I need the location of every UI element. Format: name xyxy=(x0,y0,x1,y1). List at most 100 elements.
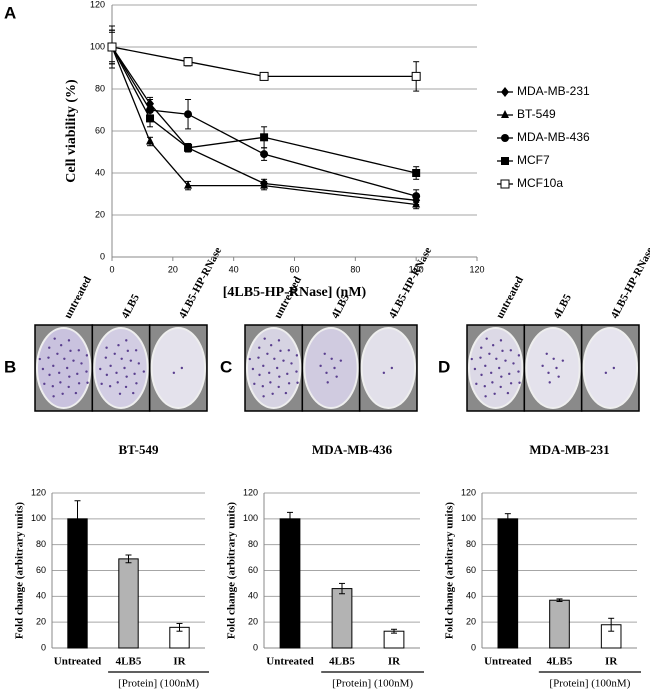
y-tick-label: 80 xyxy=(95,83,105,93)
x-tick-label: 60 xyxy=(289,264,299,274)
colony xyxy=(545,352,548,356)
y-tick-label: 40 xyxy=(248,591,258,601)
colony xyxy=(290,362,293,365)
colony xyxy=(484,395,487,398)
colony xyxy=(323,352,326,356)
x-tick-label: IR xyxy=(173,656,186,668)
plate-label: 4LB5-HP-RNase xyxy=(609,245,650,320)
colony xyxy=(109,364,112,368)
colony xyxy=(504,359,507,362)
annotation: [Protein] (100nM) xyxy=(332,678,413,690)
y-tick-label: 120 xyxy=(243,487,258,497)
colony xyxy=(105,346,108,349)
colony xyxy=(48,346,51,349)
marker xyxy=(260,133,269,142)
annotation: [Protein] (100nM) xyxy=(118,678,199,690)
colony xyxy=(137,362,141,365)
plate xyxy=(245,327,302,409)
colony xyxy=(552,357,555,360)
y-tick-label: 0 xyxy=(253,642,258,652)
series-line xyxy=(111,46,417,78)
colony xyxy=(38,357,41,361)
marker xyxy=(259,71,269,81)
colony xyxy=(120,357,123,360)
x-tick-label: 20 xyxy=(168,264,178,274)
colony xyxy=(135,382,138,385)
colony xyxy=(261,385,264,388)
chart-title: MDA-MB-436 xyxy=(312,442,393,457)
colony xyxy=(85,370,88,373)
y-tick-label: 100 xyxy=(31,513,46,523)
colony xyxy=(495,357,498,360)
legend-marker xyxy=(500,179,510,189)
y-tick-label: 20 xyxy=(36,617,46,627)
plate xyxy=(582,327,638,409)
colony xyxy=(72,359,75,362)
colony xyxy=(41,367,45,371)
x-tick-label: 120 xyxy=(469,264,484,274)
colony xyxy=(47,356,50,359)
colony xyxy=(279,349,282,353)
colony xyxy=(258,373,261,377)
plate xyxy=(150,327,206,409)
bar xyxy=(67,518,88,649)
colony xyxy=(104,356,108,359)
x-tick-label: Untreated xyxy=(266,656,313,668)
bar xyxy=(331,588,353,649)
y-tick-label: 40 xyxy=(95,167,105,177)
colony xyxy=(480,373,483,377)
colony xyxy=(142,370,146,373)
colony xyxy=(262,395,265,398)
colony xyxy=(86,381,89,384)
colony xyxy=(541,364,544,368)
x-tick-label: 80 xyxy=(350,264,360,274)
legend-label: MDA-MB-436 xyxy=(517,130,590,144)
marker xyxy=(146,114,155,123)
colony xyxy=(125,375,128,378)
y-tick-label: 60 xyxy=(36,565,46,575)
plate xyxy=(303,327,359,409)
colony xyxy=(67,385,70,389)
colony xyxy=(273,357,276,360)
colony xyxy=(99,367,102,371)
colony xyxy=(257,356,260,359)
colony xyxy=(126,349,130,353)
colony xyxy=(118,392,122,395)
chart-title: MDA-MB-231 xyxy=(529,442,609,457)
colony xyxy=(287,382,291,385)
colony xyxy=(68,375,71,378)
x-tick-label: 0 xyxy=(109,264,114,274)
colony xyxy=(76,372,79,376)
chart-title: BT-549 xyxy=(119,442,159,457)
colony xyxy=(124,385,128,389)
colony xyxy=(51,385,54,388)
colony xyxy=(489,371,493,375)
colony xyxy=(483,385,486,388)
colony xyxy=(330,357,333,360)
colony xyxy=(263,337,266,340)
marker xyxy=(184,143,193,152)
colony xyxy=(548,381,551,384)
error-bar xyxy=(504,513,511,525)
colony xyxy=(506,391,510,395)
colony xyxy=(296,381,299,384)
legend-marker xyxy=(501,134,509,142)
colony xyxy=(518,381,521,384)
colony xyxy=(133,372,136,376)
colony xyxy=(275,366,279,370)
colony xyxy=(509,382,513,385)
bar xyxy=(118,558,139,649)
marker xyxy=(412,169,421,177)
y-tick-label: 0 xyxy=(100,251,105,261)
colony xyxy=(115,371,118,375)
colony xyxy=(278,375,281,378)
colony xyxy=(267,371,271,375)
y-tick-label: 100 xyxy=(90,41,105,51)
error-bar xyxy=(74,500,81,538)
colony xyxy=(485,337,488,340)
colony xyxy=(325,371,328,375)
colony xyxy=(43,382,46,386)
x-tick-label: 40 xyxy=(229,264,239,274)
x-tick-label: IR xyxy=(388,656,401,668)
y-tick-label: 120 xyxy=(461,487,476,497)
